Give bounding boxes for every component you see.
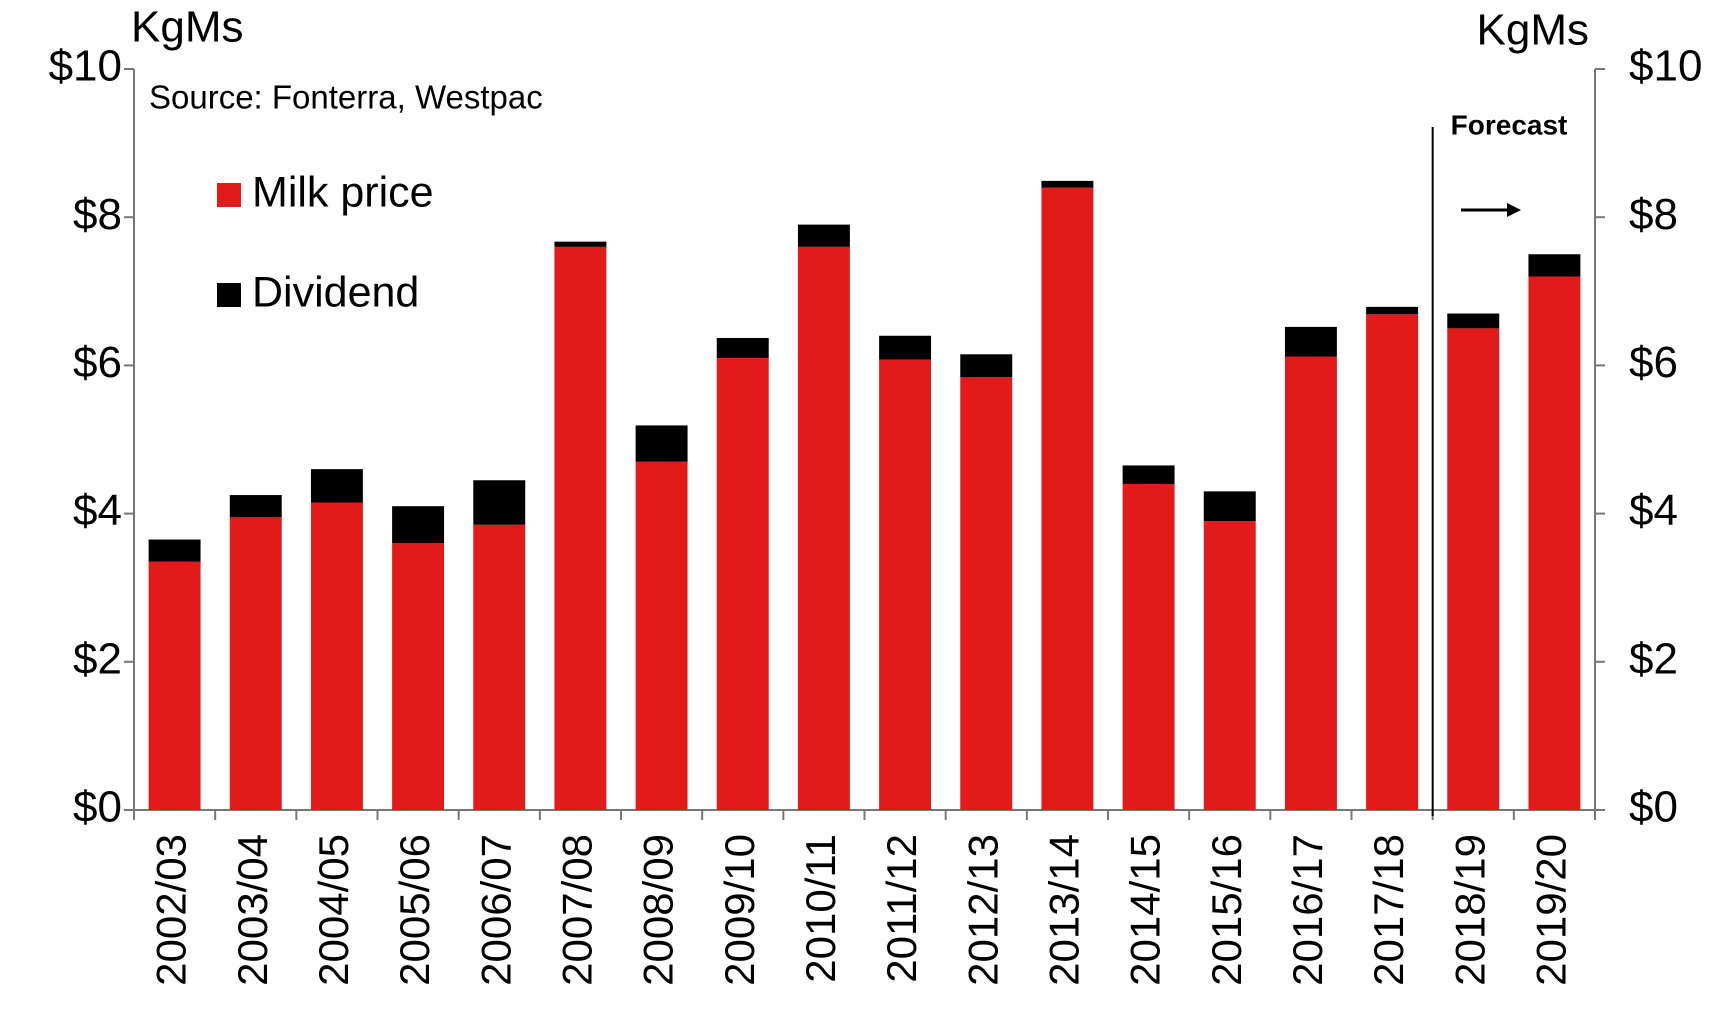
y-tick-label: $10 (49, 42, 122, 91)
bar-segment (554, 241, 607, 247)
bar-segment (1528, 276, 1581, 811)
x-tick-label: 2015/16 (1203, 834, 1250, 986)
bar-segment (1284, 326, 1337, 357)
y2-axis-label: KgMs (1477, 6, 1589, 55)
x-tick-label: 2006/07 (472, 834, 519, 986)
bar-segment (1528, 254, 1581, 277)
x-tick-label: 2011/12 (878, 834, 925, 983)
x-tick-label: 2014/15 (1122, 834, 1169, 986)
bar-segment (1203, 491, 1256, 522)
bar-segment (960, 354, 1013, 378)
y-tick-label: $4 (73, 486, 122, 535)
bar-segment (148, 561, 201, 810)
legend-label: Dividend (252, 268, 419, 316)
legend-swatch (217, 283, 241, 307)
x-tick-label: 2004/05 (310, 834, 357, 986)
bar-segment (148, 539, 201, 562)
x-tick-label: 2013/14 (1041, 834, 1088, 986)
bar-segment (1447, 313, 1500, 329)
y2-tick-label: $0 (1629, 783, 1678, 832)
bar-segment (229, 517, 282, 810)
y2-tick-label: $10 (1629, 42, 1702, 91)
bar-segment (1122, 465, 1175, 484)
y-tick-label: $6 (73, 338, 122, 387)
bar-segment (310, 502, 363, 810)
x-tick-label: 2007/08 (554, 834, 601, 986)
x-tick-label: 2009/10 (716, 834, 763, 986)
x-tick-label: 2008/09 (635, 834, 682, 986)
y-axis-label: KgMs (131, 3, 243, 52)
bar-segment (960, 377, 1013, 810)
y2-tick-label: $6 (1629, 338, 1678, 387)
bar-segment (635, 461, 688, 810)
bar-segment (1366, 306, 1419, 315)
x-tick-label: 2016/17 (1284, 834, 1331, 986)
bar-segment (716, 337, 769, 358)
bar-segment (229, 495, 282, 518)
legend-swatch (217, 183, 241, 207)
y2-tick-label: $2 (1629, 634, 1678, 683)
x-tick-label: 2002/03 (148, 834, 195, 986)
legend-label: Milk price (252, 168, 434, 216)
bar-segment (797, 246, 850, 811)
bar-segment (1284, 356, 1337, 810)
bar-segment (473, 524, 526, 810)
bar-segment (1447, 328, 1500, 810)
x-tick-label: 2003/04 (229, 834, 276, 986)
bar-segment (1041, 180, 1094, 188)
x-tick-label: 2012/13 (959, 834, 1006, 986)
bar-segment (392, 506, 445, 544)
forecast-label: Forecast (1451, 109, 1568, 140)
x-tick-label: 2018/19 (1446, 834, 1493, 986)
y-tick-label: $0 (73, 783, 122, 832)
x-tick-label: 2017/18 (1365, 834, 1412, 986)
bar-segment (879, 359, 932, 810)
bar-segment (1366, 314, 1419, 810)
bar-segment (879, 335, 932, 360)
bar-segment (392, 543, 445, 810)
bar-segment (554, 246, 607, 811)
forecast-arrowhead (1507, 203, 1521, 217)
y-tick-label: $2 (73, 634, 122, 683)
x-tick-label: 2019/20 (1528, 834, 1575, 986)
bar-segment (635, 425, 688, 462)
x-tick-label: 2005/06 (391, 834, 438, 986)
bar-segment (473, 480, 526, 525)
bar-segment (1041, 187, 1094, 810)
bar-segment (1203, 521, 1256, 810)
y2-tick-label: $8 (1629, 190, 1678, 239)
source: Source: Fonterra, Westpac (149, 79, 543, 116)
y-tick-label: $8 (73, 190, 122, 239)
bar-segment (1122, 483, 1175, 810)
bar-segment (310, 469, 363, 503)
x-tick-label: 2010/11 (797, 834, 844, 983)
bar-segment (797, 224, 850, 247)
bar-segment (716, 357, 769, 810)
y2-tick-label: $4 (1629, 486, 1678, 535)
